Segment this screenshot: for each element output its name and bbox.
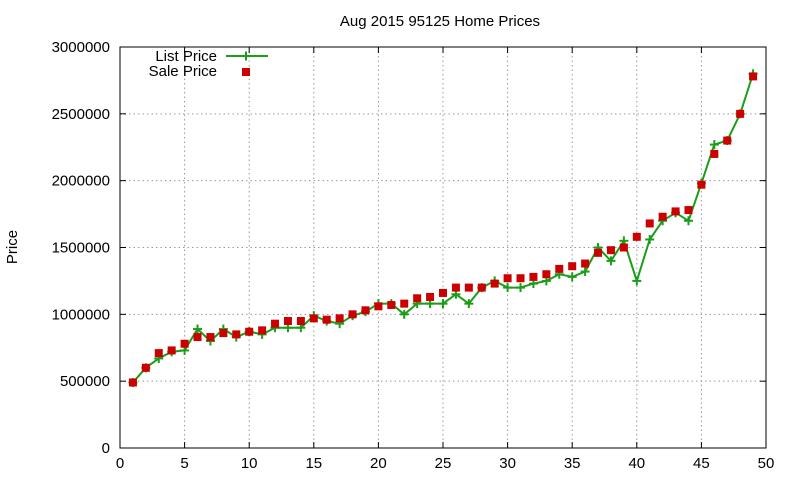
sale-price-point [180, 339, 189, 348]
list-price-point [683, 216, 693, 226]
sale-price-point [632, 232, 641, 241]
sale-price-point [645, 219, 654, 228]
sale-price-point [503, 274, 512, 283]
sale-price-point [283, 317, 292, 326]
sale-price-point [464, 283, 473, 292]
chart-title: Aug 2015 95125 Home Prices [340, 13, 540, 30]
sale-price-point [335, 314, 344, 323]
sale-price-point [245, 327, 254, 336]
list-price-point [193, 324, 203, 334]
sale-price-point [671, 207, 680, 216]
list-price-point [606, 256, 616, 266]
x-tick-label: 30 [499, 455, 516, 472]
sale-price-point [413, 294, 422, 303]
sale-price-point [555, 264, 564, 273]
legend-label-sale-price: Sale Price [149, 63, 217, 80]
sale-price-point [128, 378, 137, 387]
sale-price-point [723, 136, 732, 145]
sale-price-point [426, 292, 435, 301]
x-tick-label: 10 [241, 455, 258, 472]
y-tick-label: 2000000 [52, 173, 110, 190]
sale-price-point [516, 274, 525, 283]
grid [120, 47, 766, 448]
legend-marker-list-price [241, 51, 251, 61]
series-layer [128, 69, 758, 388]
sale-price-point [167, 346, 176, 355]
list-price-point [645, 234, 655, 244]
list-price-point [464, 299, 474, 309]
sale-price-point [387, 300, 396, 309]
x-tick-label: 35 [564, 455, 581, 472]
sale-price-point [154, 349, 163, 358]
sale-price-point [141, 363, 150, 372]
sale-price-point [348, 310, 357, 319]
x-tick-label: 50 [758, 455, 775, 472]
y-tick-label: 1500000 [52, 240, 110, 257]
sale-price-point [374, 302, 383, 311]
y-tick-label: 0 [102, 440, 110, 457]
list-price-point [438, 299, 448, 309]
sale-price-point [684, 206, 693, 215]
y-tick-label: 2500000 [52, 106, 110, 123]
x-tick-label: 40 [628, 455, 645, 472]
list-price-point [580, 267, 590, 277]
sale-price-point [206, 333, 215, 342]
list-price-point [399, 309, 409, 319]
sale-price-point [193, 333, 202, 342]
x-tick-label: 25 [435, 455, 452, 472]
sale-price-point [439, 288, 447, 297]
sale-price-point [749, 72, 758, 81]
legend-swatch-list-price [226, 51, 268, 61]
sale-price-point [477, 283, 486, 292]
x-tick-label: 20 [370, 455, 387, 472]
sale-price-point [529, 272, 538, 281]
sale-price-point [581, 259, 590, 268]
sale-price-point [219, 329, 228, 338]
sale-price-point [542, 270, 551, 279]
sale-price-point [309, 314, 318, 323]
axis-ticks: 0 500000 1000000 1500000 2000000 2500000 30000… [52, 39, 775, 472]
y-tick-label: 500000 [60, 373, 110, 390]
list-price-point [516, 283, 526, 293]
sale-price-point [451, 283, 460, 292]
list-price-point [503, 283, 513, 293]
legend-label-list-price: List Price [155, 48, 217, 65]
sale-price-point [271, 319, 280, 328]
sale-price-point [490, 279, 499, 288]
sale-price-point [361, 306, 370, 315]
sale-price-point [658, 212, 667, 221]
x-tick-label: 0 [116, 455, 124, 472]
legend-swatch-sale-price [242, 68, 250, 76]
sale-price-point [697, 180, 706, 189]
list-price-point [567, 272, 577, 282]
list-price-point [709, 140, 719, 150]
y-tick-label: 1000000 [52, 306, 110, 323]
y-axis-label: Price [4, 230, 21, 264]
sale-price-point [568, 262, 577, 271]
sale-price-point [606, 246, 615, 255]
x-tick-label: 15 [305, 455, 322, 472]
sale-price-point [710, 149, 719, 158]
legend-marker-sale-price [242, 68, 250, 76]
sale-price-point [322, 315, 331, 324]
x-tick-label: 5 [180, 455, 188, 472]
sale-price-point [594, 248, 603, 257]
list-price-point [632, 276, 642, 286]
sale-price-point [619, 243, 628, 252]
sale-price-point [296, 317, 305, 326]
sale-price-point [258, 326, 267, 335]
x-tick-label: 45 [693, 455, 710, 472]
sale-price-point [736, 109, 745, 118]
legend: List Price Sale Price [149, 48, 268, 80]
sale-price-point [232, 330, 241, 339]
y-tick-label: 3000000 [52, 39, 110, 56]
sale-price-point [400, 299, 409, 308]
